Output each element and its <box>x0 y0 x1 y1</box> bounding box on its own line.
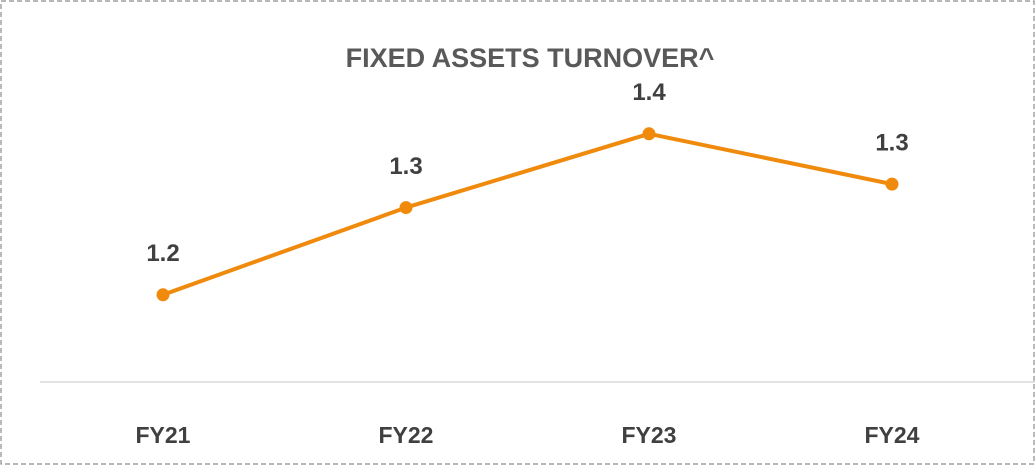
data-point <box>885 177 899 191</box>
data-label: 1.2 <box>146 240 179 267</box>
chart-title: FIXED ASSETS TURNOVER^ <box>346 43 715 73</box>
x-tick-label: FY22 <box>379 422 434 448</box>
x-tick-label: FY21 <box>136 422 191 448</box>
data-label: 1.3 <box>389 153 422 180</box>
data-point <box>156 288 170 302</box>
data-point <box>399 201 413 215</box>
data-label: 1.4 <box>632 79 666 106</box>
data-line <box>162 131 893 297</box>
x-tick-label: FY23 <box>622 422 677 448</box>
data-point <box>642 127 656 141</box>
x-tick-label: FY24 <box>865 422 920 448</box>
data-label: 1.3 <box>875 129 908 156</box>
